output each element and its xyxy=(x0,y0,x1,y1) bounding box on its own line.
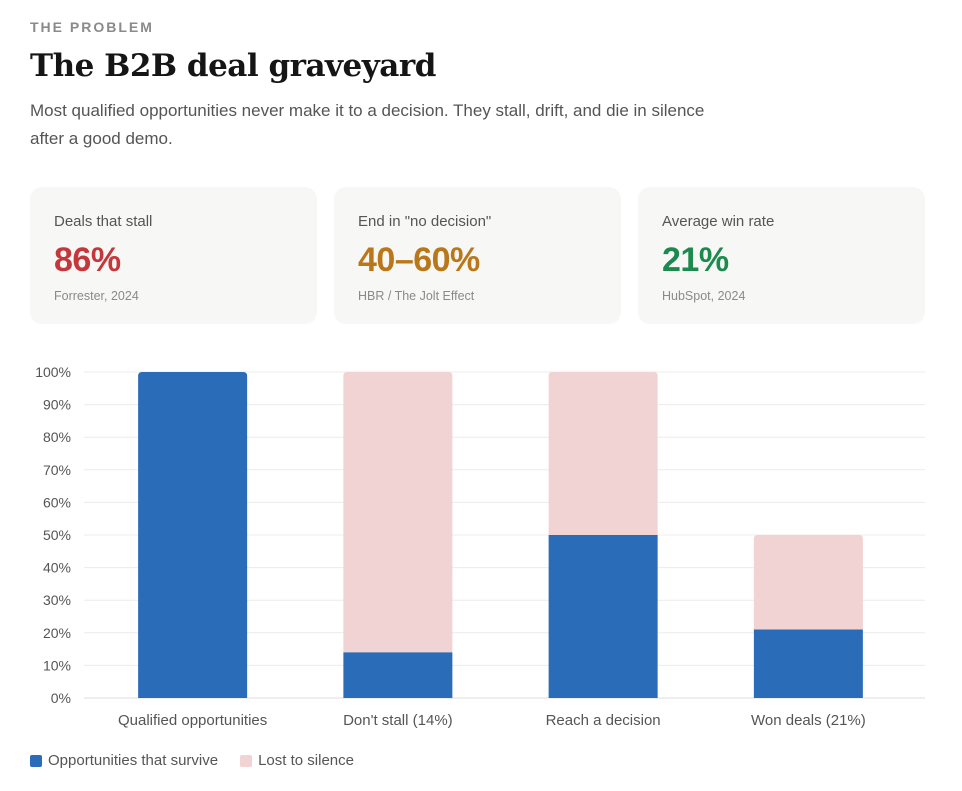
y-tick-label: 30% xyxy=(43,592,71,608)
stat-value: 40–60% xyxy=(358,241,480,279)
bar-lost-segment xyxy=(548,372,658,535)
x-category-label: Won deals (21%) xyxy=(751,712,866,729)
bar-survive-segment xyxy=(753,629,863,698)
stat-label: End in "no decision" xyxy=(358,213,492,230)
bar-survive-segment xyxy=(138,372,248,698)
y-tick-label: 90% xyxy=(43,397,71,413)
stat-value: 86% xyxy=(54,241,121,279)
bar-survive-segment xyxy=(548,535,658,698)
y-tick-label: 60% xyxy=(43,494,71,510)
stacked-bar-chart: 0% 10% 20% 30% 40% 50% 60% 70% 80% 90% 100% Qualifi… xyxy=(35,364,925,729)
bar-survive-segment xyxy=(343,652,453,698)
stat-value: 21% xyxy=(662,241,729,279)
y-tick-label: 80% xyxy=(43,429,71,445)
bar-lost-segment xyxy=(343,372,453,653)
y-tick-label: 10% xyxy=(43,657,71,673)
legend-item-survive: Opportunities that survive xyxy=(30,752,218,769)
y-tick-label: 0% xyxy=(51,690,71,706)
page-title: The B2B deal graveyard xyxy=(30,48,436,84)
page-subtitle: Most qualified opportunities never make … xyxy=(30,101,705,148)
legend-swatch-survive xyxy=(30,754,42,767)
x-category-label: Reach a decision xyxy=(546,712,661,729)
stat-source: HBR / The Jolt Effect xyxy=(358,289,475,303)
eyebrow-label: THE PROBLEM xyxy=(30,19,154,35)
legend-label-survive: Opportunities that survive xyxy=(48,752,219,769)
legend-label-lost: Lost to silence xyxy=(258,752,354,769)
legend-swatch-lost xyxy=(240,754,253,767)
x-category-label: Don't stall (14%) xyxy=(343,712,453,729)
x-category-label: Qualified opportunities xyxy=(118,712,267,729)
y-tick-label: 40% xyxy=(43,560,71,576)
y-tick-label: 50% xyxy=(43,527,71,543)
stat-label: Average win rate xyxy=(662,213,775,230)
y-tick-label: 70% xyxy=(43,462,71,478)
stat-source: HubSpot, 2024 xyxy=(662,289,746,303)
stat-source: Forrester, 2024 xyxy=(54,289,139,303)
y-tick-label: 20% xyxy=(43,625,71,641)
legend-item-lost: Lost to silence xyxy=(240,752,354,769)
stat-card-win-rate: Average win rate 21% HubSpot, 2024 xyxy=(638,187,925,324)
stat-card-no-decision: End in "no decision" 40–60% HBR / The Jo… xyxy=(334,187,621,324)
stat-label: Deals that stall xyxy=(54,213,153,230)
chart-legend: Opportunities that survive Lost to silen… xyxy=(30,752,376,769)
stat-card-stall: Deals that stall 86% Forrester, 2024 xyxy=(30,187,317,324)
bar-lost-segment xyxy=(753,535,863,630)
y-tick-label: 100% xyxy=(35,364,71,380)
